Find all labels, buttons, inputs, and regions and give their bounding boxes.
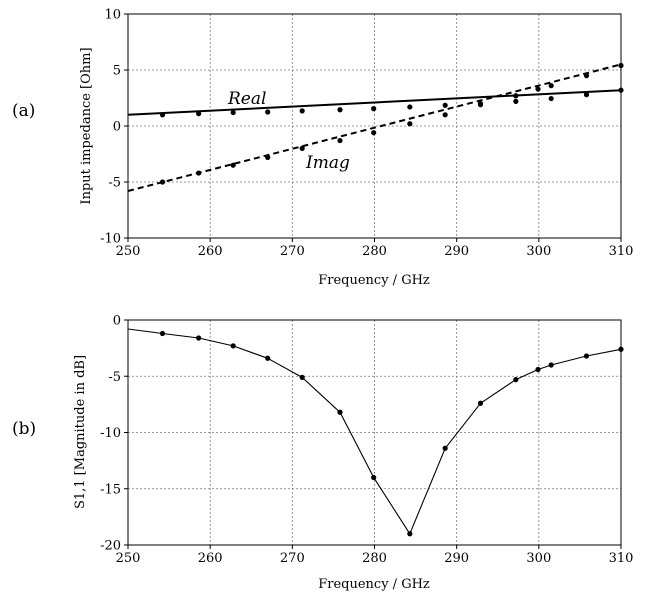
y-axis-title-b: S1,1 [Magnitude in dB] bbox=[73, 355, 88, 509]
data-point-s11-b bbox=[618, 346, 624, 352]
y-tick-label-a: -5 bbox=[108, 176, 121, 191]
x-tick-label-a: 250 bbox=[116, 244, 141, 259]
data-point-s11-b bbox=[583, 353, 590, 359]
data-point-s11-b bbox=[299, 374, 305, 380]
y-tick-label-a: 5 bbox=[113, 64, 121, 79]
data-point-real-a bbox=[299, 108, 305, 114]
data-point-real-a bbox=[513, 98, 519, 104]
data-point-imag-a bbox=[371, 130, 377, 136]
x-tick-label-a: 290 bbox=[444, 244, 469, 259]
data-point-imag-a bbox=[407, 121, 413, 127]
plot-area-a: 250 260 270 280 290 300 310 10 5 0 -5 -10 bbox=[100, 8, 633, 260]
data-point-imag-a bbox=[196, 170, 202, 176]
data-point-real-a bbox=[618, 87, 624, 93]
x-tick-label-a: 260 bbox=[198, 244, 223, 259]
x-axis-title-a: Frequency / GHz bbox=[318, 273, 430, 288]
data-point-real-a bbox=[407, 104, 413, 110]
data-point-imag-a bbox=[618, 62, 624, 69]
x-tick-label-a: 300 bbox=[526, 244, 551, 259]
data-point-real-a bbox=[548, 95, 554, 102]
data-point-real-a bbox=[230, 109, 236, 116]
series-label-imag: Imag bbox=[305, 153, 350, 173]
series-label-real: Real bbox=[227, 89, 266, 109]
x-tick-label-b: 250 bbox=[116, 551, 141, 566]
y-tick-label-a: -10 bbox=[100, 232, 121, 247]
y-tick-label-b: -20 bbox=[100, 539, 121, 554]
data-point-imag-a bbox=[477, 102, 484, 108]
s11-chart: (b) S1,1 [Magnitude in dB] Frequency / G… bbox=[12, 314, 633, 593]
data-point-real-a bbox=[583, 92, 590, 98]
data-point-s11-b bbox=[513, 377, 519, 383]
data-point-s11-b bbox=[337, 409, 343, 415]
y-tick-label-b: -5 bbox=[108, 370, 121, 385]
x-tick-label-b: 280 bbox=[362, 551, 387, 566]
data-point-real-a bbox=[196, 111, 202, 117]
series-line-imag-a bbox=[127, 63, 622, 192]
data-point-real-a bbox=[265, 109, 271, 115]
data-point-s11-b bbox=[477, 400, 484, 406]
series-line-real-a bbox=[127, 89, 622, 116]
panel-label-a: (a) bbox=[12, 101, 35, 121]
plot-area-b: 250 260 270 280 290 300 310 0 -5 -10 -15 -20 bbox=[100, 314, 633, 567]
y-tick-label-a: 0 bbox=[113, 120, 121, 135]
data-point-real-a bbox=[337, 107, 343, 113]
x-tick-label-b: 260 bbox=[198, 551, 223, 566]
data-point-imag-a bbox=[299, 145, 305, 151]
panel-label-b: (b) bbox=[12, 419, 36, 439]
data-point-imag-a bbox=[513, 93, 519, 99]
data-point-imag-a bbox=[442, 112, 448, 118]
y-tick-label-a: 10 bbox=[104, 8, 121, 23]
x-tick-label-a: 270 bbox=[280, 244, 305, 259]
data-point-s11-b bbox=[196, 335, 202, 341]
data-point-imag-a bbox=[337, 137, 343, 144]
y-axis-title-a: Input impedance [Ohm] bbox=[79, 47, 94, 204]
data-point-s11-b bbox=[371, 474, 377, 481]
data-point-real-a bbox=[159, 112, 166, 118]
x-tick-label-b: 310 bbox=[609, 551, 634, 566]
data-point-s11-b bbox=[442, 445, 448, 451]
data-point-real-a bbox=[371, 106, 377, 112]
data-point-imag-a bbox=[583, 73, 590, 79]
data-point-s11-b bbox=[548, 362, 554, 368]
series-line-s11-b bbox=[127, 328, 622, 535]
data-point-imag-a bbox=[265, 154, 271, 160]
y-tick-label-b: -10 bbox=[100, 426, 121, 441]
data-point-imag-a bbox=[548, 83, 554, 89]
x-tick-label-b: 300 bbox=[526, 551, 551, 566]
x-axis-title-b: Frequency / GHz bbox=[318, 577, 430, 592]
data-point-s11-b bbox=[535, 366, 541, 373]
data-point-s11-b bbox=[159, 330, 166, 337]
data-point-real-a bbox=[442, 102, 448, 108]
impedance-chart: (a) Input impedance [Ohm] Frequency / GH… bbox=[12, 8, 633, 289]
data-point-s11-b bbox=[265, 355, 271, 361]
x-tick-label-a: 280 bbox=[362, 244, 387, 259]
x-tick-label-b: 290 bbox=[444, 551, 469, 566]
data-point-s11-b bbox=[407, 531, 413, 537]
x-tick-label-b: 270 bbox=[280, 551, 305, 566]
y-tick-label-b: -15 bbox=[100, 482, 121, 497]
x-tick-label-a: 310 bbox=[609, 244, 634, 259]
data-point-imag-a bbox=[535, 86, 541, 92]
data-point-s11-b bbox=[230, 343, 236, 349]
y-tick-label-b: 0 bbox=[113, 314, 121, 329]
data-point-imag-a bbox=[159, 179, 166, 185]
data-point-imag-a bbox=[230, 162, 236, 168]
